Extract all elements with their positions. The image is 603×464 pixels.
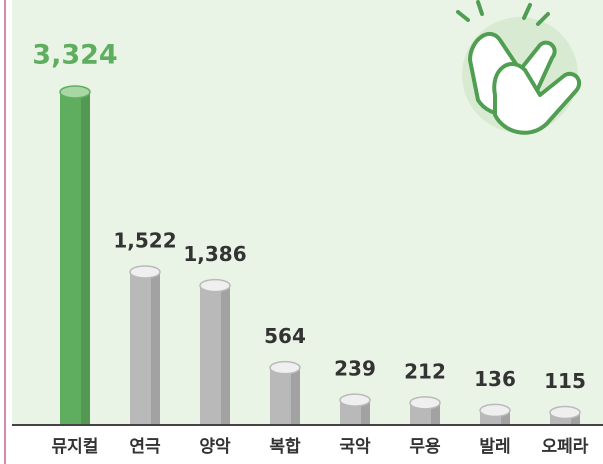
x-tick-label: 국악 (339, 437, 371, 457)
x-tick-label: 연극 (129, 437, 161, 457)
bar (270, 367, 300, 424)
bar-shade (501, 410, 510, 424)
value-label: 239 (334, 357, 376, 381)
clap-icon (456, 0, 582, 135)
x-tick-label: 뮤지컬 (52, 437, 99, 457)
value-label: 136 (474, 367, 516, 391)
value-label: 115 (544, 369, 586, 393)
bar-cap (199, 278, 231, 293)
bar-shade (221, 285, 230, 424)
bar (60, 92, 90, 424)
x-tick-label: 오페라 (542, 437, 589, 457)
value-label: 1,386 (183, 242, 246, 266)
x-tick-label: 무용 (409, 437, 441, 457)
bar-shade (361, 400, 370, 424)
bar-shade (291, 367, 300, 424)
value-label: 564 (264, 324, 306, 348)
bar-shade (81, 92, 90, 424)
bar-cap (269, 360, 301, 375)
x-tick-label: 복합 (269, 436, 301, 457)
bar-cap (129, 265, 161, 279)
bar-cap (339, 393, 371, 407)
value-label: 1,522 (113, 228, 176, 252)
bar (200, 285, 230, 424)
bar-cap (479, 403, 511, 418)
bar-cap (409, 396, 441, 410)
bar-shade (151, 271, 160, 424)
value-label: 212 (404, 359, 446, 383)
x-tick-label: 양악 (199, 437, 231, 457)
value-label: 3,324 (32, 40, 117, 71)
bar-shade (431, 402, 440, 424)
bar (130, 271, 160, 424)
bar-cap (59, 85, 91, 99)
bar-cap (549, 405, 581, 420)
bar-shade (571, 412, 580, 424)
x-tick-label: 발레 (479, 437, 510, 457)
